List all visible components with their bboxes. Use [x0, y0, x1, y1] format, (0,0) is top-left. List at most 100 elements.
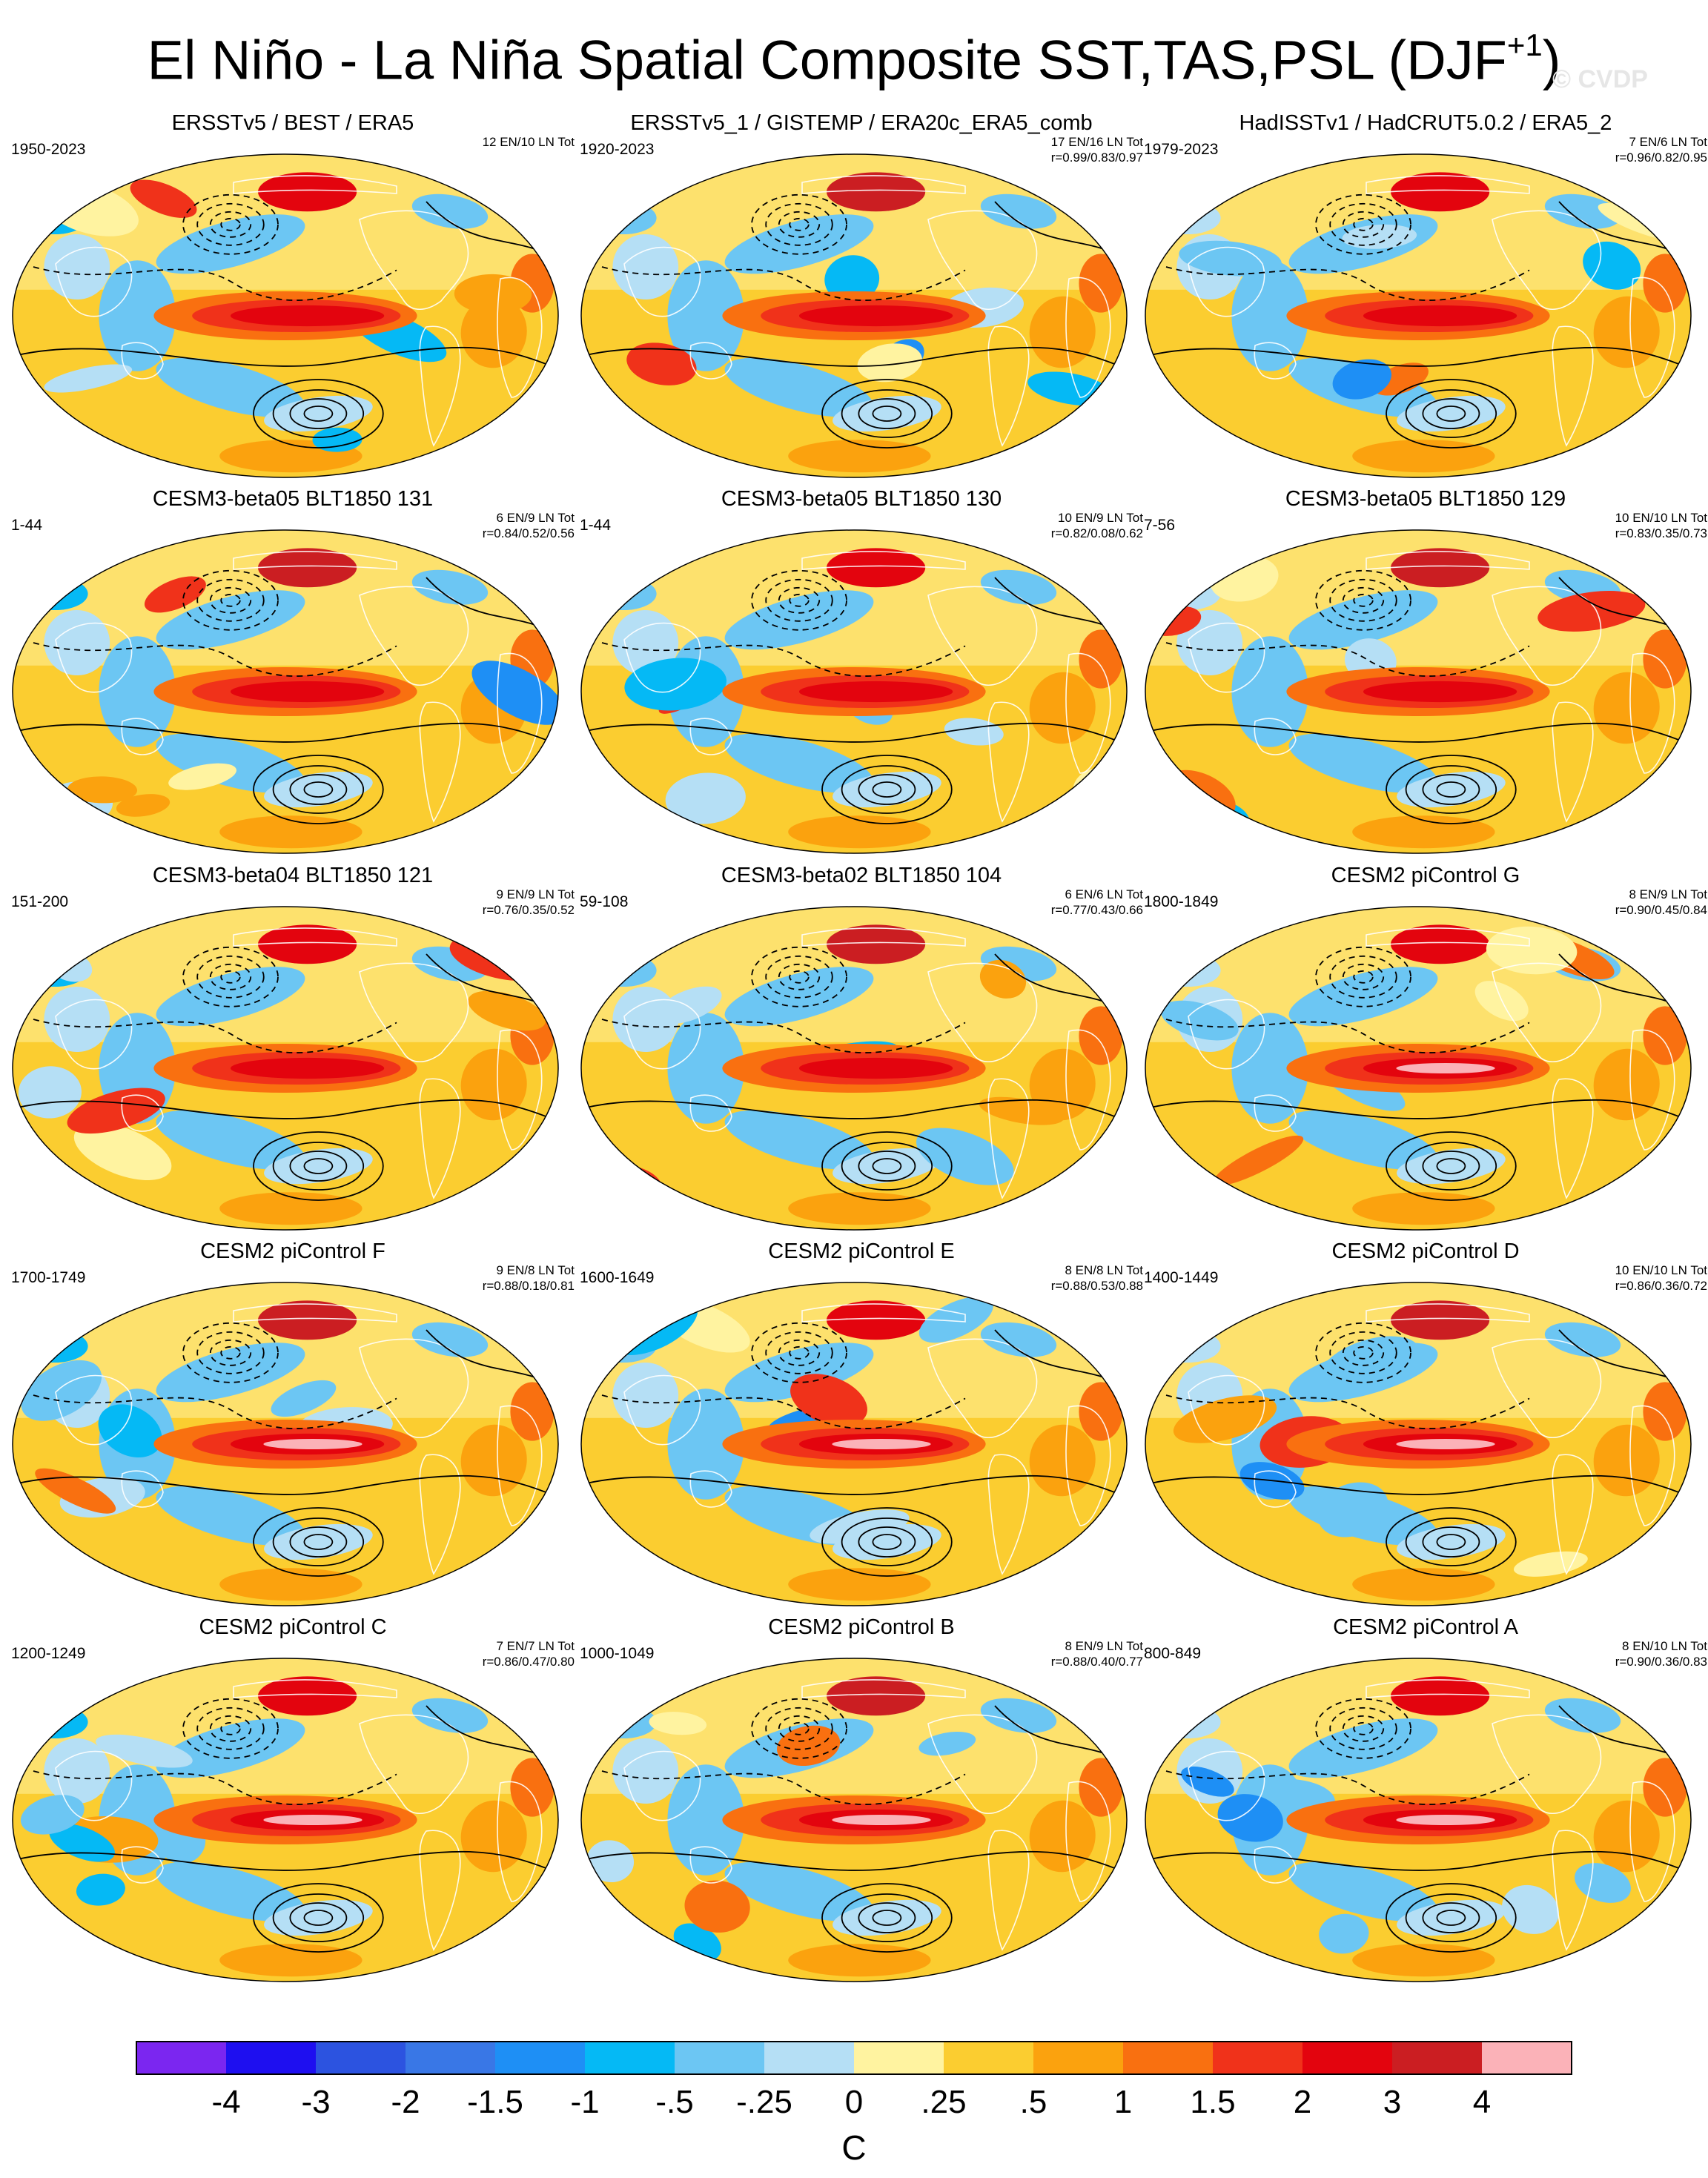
panel-count-text: 12 EN/10 LN Tot: [482, 135, 575, 149]
panel-event-counts: 8 EN/8 LN Tot r=0.88/0.53/0.88: [1051, 1262, 1143, 1294]
panel-year-range: 1700-1749: [11, 1269, 86, 1286]
colorbar-swatch: [944, 2042, 1033, 2074]
composite-map: [1145, 529, 1692, 854]
panel-count-text: 7 EN/7 LN Tot: [496, 1639, 575, 1653]
panel-count-text: 8 EN/9 LN Tot: [1065, 1639, 1143, 1653]
map-panel: CESM2 piControl D 1400-1449 10 EN/10 LN To…: [1144, 1238, 1707, 1644]
colorbar-swatch: [764, 2042, 854, 2074]
map-panel: HadISSTv1 / HadCRUT5.0.2 / ERA5_2 1979-20…: [1144, 110, 1707, 516]
panel-title: CESM2 piControl G: [1331, 864, 1520, 887]
colorbar-swatch: [226, 2042, 316, 2074]
panel-count-text: 7 EN/6 LN Tot: [1629, 135, 1707, 149]
composite-map: [12, 906, 559, 1231]
panel-pattern-correlation: r=0.86/0.36/0.72: [1615, 1279, 1707, 1293]
colorbar-swatch: [495, 2042, 585, 2074]
panel-pattern-correlation: r=0.96/0.82/0.95: [1615, 150, 1707, 165]
colorbar-tick-label: -4: [211, 2084, 240, 2120]
panel-pattern-correlation: r=0.88/0.53/0.88: [1050, 1279, 1143, 1293]
composite-map: [12, 153, 559, 478]
panel-title: CESM3-beta04 BLT1850 121: [152, 864, 434, 887]
figure-title: El Niño - La Niña Spatial Composite SST,…: [0, 16, 1708, 94]
panel-year-range: 151-200: [11, 893, 69, 910]
panel-event-counts: 12 EN/10 LN Tot: [483, 134, 575, 150]
panel-year-range: 1000-1049: [580, 1645, 655, 1662]
colorbar: -4 -3 -2 -1.5 -1 -.5 -.25 0 .25 .5 1 1.5 2 3 4: [136, 2041, 1572, 2120]
panel-title: CESM2 piControl C: [199, 1615, 387, 1639]
panel-title: CESM3-beta05 BLT1850 130: [721, 487, 1002, 511]
panel-count-text: 10 EN/10 LN Tot: [1615, 1263, 1707, 1277]
panel-event-counts: 7 EN/7 LN Tot r=0.86/0.47/0.80: [483, 1638, 575, 1669]
colorbar-tick-label: 4: [1473, 2084, 1491, 2120]
panel-event-counts: 8 EN/10 LN Tot r=0.90/0.36/0.83: [1615, 1638, 1707, 1669]
panel-year-range: 59-108: [580, 893, 629, 910]
panel-year-range: 1-44: [11, 517, 43, 534]
colorbar-swatch: [1123, 2042, 1213, 2074]
panel-title: CESM3-beta02 BLT1850 104: [721, 864, 1002, 887]
panel-title: CESM3-beta05 BLT1850 131: [152, 487, 434, 511]
panel-event-counts: 9 EN/9 LN Tot r=0.76/0.35/0.52: [483, 887, 575, 918]
colorbar-swatch: [136, 2042, 226, 2074]
panel-year-range: 1600-1649: [580, 1269, 655, 1286]
composite-map: [12, 529, 559, 854]
figure-title-superscript: +1: [1506, 27, 1543, 62]
panel-count-text: 17 EN/16 LN Tot: [1050, 135, 1143, 149]
panel-pattern-correlation: r=0.76/0.35/0.52: [482, 903, 575, 917]
colorbar-swatch: [585, 2042, 675, 2074]
map-panel: CESM2 piControl E 1600-1649 8 EN/8 LN Tot r…: [580, 1238, 1143, 1644]
panel-pattern-correlation: r=0.99/0.83/0.97: [1050, 150, 1143, 165]
panel-event-counts: 6 EN/9 LN Tot r=0.84/0.52/0.56: [483, 510, 575, 541]
colorbar-swatch: [1482, 2042, 1572, 2074]
panel-pattern-correlation: r=0.88/0.40/0.77: [1050, 1655, 1143, 1669]
map-panel: CESM2 piControl G 1800-1849 8 EN/9 LN Tot r…: [1144, 862, 1707, 1268]
composite-map: [12, 1658, 559, 1982]
panel-event-counts: 8 EN/9 LN Tot r=0.88/0.40/0.77: [1051, 1638, 1143, 1669]
panel-pattern-correlation: r=0.88/0.18/0.81: [482, 1279, 575, 1293]
composite-map: [1145, 906, 1692, 1231]
colorbar-frame: [136, 2041, 1572, 2075]
composite-map: [580, 1658, 1128, 1982]
colorbar-swatch: [854, 2042, 944, 2074]
panel-count-text: 9 EN/8 LN Tot: [496, 1263, 575, 1277]
panel-title: CESM2 piControl F: [200, 1239, 385, 1263]
panel-event-counts: 9 EN/8 LN Tot r=0.88/0.18/0.81: [483, 1262, 575, 1294]
colorbar-tick-label: -3: [301, 2084, 330, 2120]
panel-count-text: 8 EN/10 LN Tot: [1622, 1639, 1707, 1653]
colorbar-tick-label: .5: [1020, 2084, 1047, 2120]
map-panel: CESM3-beta05 BLT1850 129 7-56 10 EN/10 LN …: [1144, 486, 1707, 892]
panel-pattern-correlation: r=0.83/0.35/0.73: [1615, 526, 1707, 540]
composite-map: [1145, 1658, 1692, 1982]
colorbar-swatch: [1033, 2042, 1123, 2074]
panel-count-text: 8 EN/9 LN Tot: [1629, 887, 1707, 901]
panel-pattern-correlation: r=0.90/0.45/0.84: [1615, 903, 1707, 917]
composite-map: [12, 1282, 559, 1606]
colorbar-tick-label: 0: [845, 2084, 863, 2120]
panel-year-range: 800-849: [1144, 1645, 1202, 1662]
colorbar-tick-label: .25: [921, 2084, 966, 2120]
panel-title: CESM2 piControl A: [1333, 1615, 1518, 1639]
panel-title: CESM3-beta05 BLT1850 129: [1285, 487, 1566, 511]
panel-event-counts: 7 EN/6 LN Tot r=0.96/0.82/0.95: [1615, 134, 1707, 165]
colorbar-swatch: [675, 2042, 764, 2074]
colorbar-tick-label: -2: [391, 2084, 420, 2120]
panel-year-range: 1979-2023: [1144, 141, 1219, 158]
panel-year-range: 1920-2023: [580, 141, 655, 158]
colorbar-tick-label: -1: [570, 2084, 599, 2120]
panel-title: ERSSTv5 / BEST / ERA5: [171, 111, 414, 135]
composite-map: [580, 153, 1128, 478]
panel-year-range: 1200-1249: [11, 1645, 86, 1662]
panel-pattern-correlation: r=0.84/0.52/0.56: [482, 526, 575, 540]
panel-count-text: 8 EN/8 LN Tot: [1065, 1263, 1143, 1277]
map-panel: CESM3-beta05 BLT1850 131 1-44 6 EN/9 LN To…: [11, 486, 575, 892]
map-panel: CESM2 piControl A 800-849 8 EN/10 LN Tot r=…: [1144, 1614, 1707, 2020]
colorbar-unit-label: C: [841, 2128, 867, 2167]
panel-event-counts: 8 EN/9 LN Tot r=0.90/0.45/0.84: [1615, 887, 1707, 918]
panel-title: CESM2 piControl E: [768, 1239, 955, 1263]
colorbar-tick-label: 1.5: [1190, 2084, 1235, 2120]
cvdp-watermark: © CVDP: [1552, 65, 1648, 93]
map-panel: ERSSTv5_1 / GISTEMP / ERA20c_ERA5_comb 19…: [580, 110, 1143, 516]
panel-event-counts: 10 EN/9 LN Tot r=0.82/0.08/0.62: [1051, 510, 1143, 541]
composite-map: [580, 1282, 1128, 1606]
composite-map: [1145, 153, 1692, 478]
panel-year-range: 1800-1849: [1144, 893, 1219, 910]
composite-map: [1145, 1282, 1692, 1606]
